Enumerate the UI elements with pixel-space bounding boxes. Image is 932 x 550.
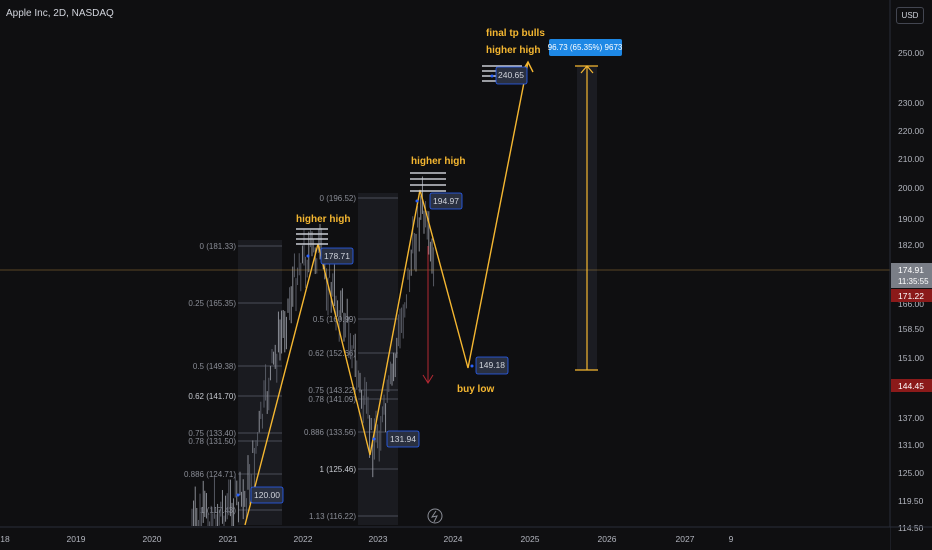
annotation-higher-high: higher high xyxy=(411,156,465,167)
bar-countdown: 11:35:55 xyxy=(898,277,929,286)
annotation-buy-low: buy low xyxy=(457,384,494,395)
fib-label: 0.78 (131.50) xyxy=(188,437,236,446)
price-low-badge: 144.45 xyxy=(891,379,932,392)
fib-label: 0.75 (143.22) xyxy=(308,386,356,395)
fib-label: 0 (181.33) xyxy=(200,242,237,251)
fib-lines-2022 xyxy=(238,245,282,511)
time-tick: 2021 xyxy=(219,534,238,544)
fib-label: 0.886 (133.56) xyxy=(304,428,356,437)
measure-label[interactable]: 96.73 (65.35%) 9673 xyxy=(548,39,623,56)
fib-labels-2022: 0 (181.33) 0.25 (165.35) 0.5 (149.38) 0.… xyxy=(184,242,236,515)
fib-label: 0.5 (160.99) xyxy=(313,315,356,324)
price-tag-240[interactable]: 240.65 xyxy=(490,66,528,85)
time-axis-ticks: 18 2019 2020 2021 2022 2023 2024 2025 20… xyxy=(0,534,733,544)
fib-zone-2022 xyxy=(238,240,282,525)
time-tick: 2026 xyxy=(598,534,617,544)
price-tick: 137.00 xyxy=(898,413,924,423)
level-stack-2023 xyxy=(410,172,446,192)
price-tag-value: 194.97 xyxy=(433,196,459,206)
annotation-higher-high: higher high xyxy=(486,45,540,56)
price-low-value: 144.45 xyxy=(898,381,924,391)
price-tick: 125.00 xyxy=(898,468,924,478)
price-tick: 151.00 xyxy=(898,353,924,363)
fib-label: 0 (196.52) xyxy=(320,194,357,203)
fib-label: 0.62 (152.66) xyxy=(308,349,356,358)
time-tick: 2023 xyxy=(369,534,388,544)
price-tick: 166.00 xyxy=(898,299,924,309)
time-tick: 2024 xyxy=(444,534,463,544)
fib-zone-2023 xyxy=(358,193,398,525)
price-tag-value: 120.00 xyxy=(254,490,280,500)
price-tick: 220.00 xyxy=(898,126,924,136)
price-tick: 250.00 xyxy=(898,48,924,58)
level-stack-2022 xyxy=(296,228,328,245)
fib-label: 0.75 (133.40) xyxy=(188,429,236,438)
time-axis[interactable] xyxy=(0,527,890,550)
symbol-title[interactable]: Apple Inc, 2D, NASDAQ xyxy=(6,8,114,19)
current-price-badge: 174.91 11:35:55 xyxy=(891,263,932,288)
price-tag-178[interactable]: 178.71 xyxy=(306,247,354,265)
price-tick: 131.00 xyxy=(898,440,924,450)
price-tag-149[interactable]: 149.18 xyxy=(470,356,509,375)
currency-button[interactable]: USD xyxy=(896,7,924,24)
time-tick: 2022 xyxy=(294,534,313,544)
fib-labels-2023: 0 (196.52) 0.5 (160.99) 0.62 (152.66) 0.… xyxy=(304,194,356,521)
price-tag-194[interactable]: 194.97 xyxy=(415,192,463,210)
swing-path[interactable] xyxy=(244,61,529,526)
price-tag-120[interactable]: 120.00 xyxy=(236,486,284,504)
price-tick: 119.50 xyxy=(898,496,924,506)
fib-label: 1 (117.43) xyxy=(200,506,236,515)
price-tick: 190.00 xyxy=(898,214,924,224)
fib-label: 0.886 (124.71) xyxy=(184,470,236,479)
price-tick: 230.00 xyxy=(898,98,924,108)
annotation-higher-high: higher high xyxy=(296,214,350,225)
price-axis-ticks: 250.00 230.00 220.00 210.00 200.00 190.0… xyxy=(898,48,924,533)
price-tag-value: 240.65 xyxy=(498,70,524,80)
candlestick-series xyxy=(191,176,435,526)
price-tag-value: 131.94 xyxy=(390,434,416,444)
current-price: 174.91 xyxy=(898,265,924,275)
price-tick: 158.50 xyxy=(898,324,924,334)
fib-label: 0.5 (149.38) xyxy=(193,362,236,371)
price-tick: 182.00 xyxy=(898,240,924,250)
time-tick: 9 xyxy=(729,534,734,544)
fib-label: 1.13 (116.22) xyxy=(309,512,356,521)
measure-label-text: 96.73 (65.35%) 9673 xyxy=(548,43,623,52)
time-tick: 2019 xyxy=(67,534,86,544)
price-tag-value: 149.18 xyxy=(479,360,505,370)
time-tick: 2025 xyxy=(521,534,540,544)
price-tick: 210.00 xyxy=(898,154,924,164)
measure-bracket[interactable] xyxy=(575,65,598,371)
price-high-value: 171.22 xyxy=(898,291,924,301)
annotation-final-tp: final tp bulls xyxy=(486,28,545,39)
price-tick: 200.00 xyxy=(898,183,924,193)
time-tick: 18 xyxy=(0,534,10,544)
price-tick: 114.50 xyxy=(898,523,924,533)
price-tag-131[interactable]: 131.94 xyxy=(372,430,420,448)
price-tag-value: 178.71 xyxy=(324,251,350,261)
lightning-icon[interactable] xyxy=(427,508,443,524)
down-arrow-icon xyxy=(422,374,434,384)
price-high-badge: 171.22 xyxy=(891,289,932,302)
fib-label: 0.62 (141.70) xyxy=(188,392,236,401)
time-tick: 2020 xyxy=(143,534,162,544)
fib-label: 0.78 (141.09) xyxy=(308,395,356,404)
fib-label: 1 (125.46) xyxy=(320,465,357,474)
time-tick: 2027 xyxy=(676,534,695,544)
fib-label: 0.25 (165.35) xyxy=(188,299,236,308)
